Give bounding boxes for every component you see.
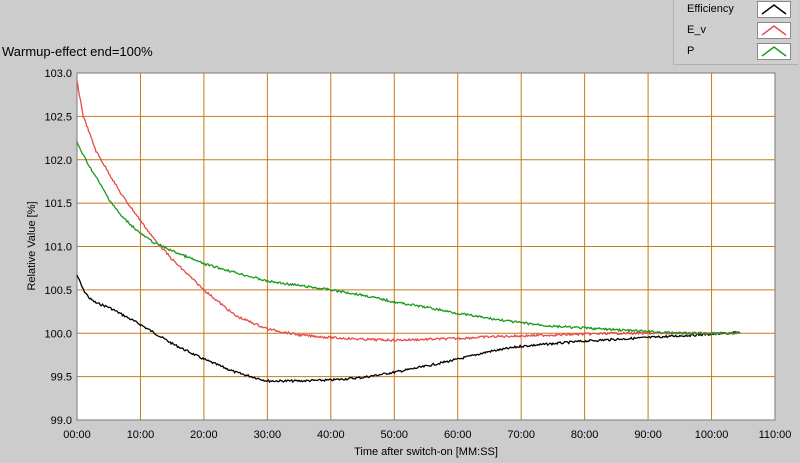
y-tick-label: 100.0 (44, 328, 72, 340)
y-tick-label: 99.5 (51, 372, 72, 384)
y-tick-label: 101.5 (44, 198, 72, 210)
x-tick-label: 100:00 (695, 429, 729, 441)
x-tick-label: 110:00 (759, 429, 792, 441)
y-tick-labels: 99.0 99.5 100.0 100.5 101.0 101.5 102.0 102.5 10… (44, 68, 72, 427)
y-tick-label: 101.0 (44, 242, 72, 254)
legend-swatch-line (761, 25, 787, 36)
legend-swatch-line (761, 4, 787, 15)
y-tick-label: 102.0 (44, 155, 72, 167)
x-tick-label: 70:00 (507, 429, 535, 441)
x-tick-label: 40:00 (317, 429, 345, 441)
x-tick-label: 90:00 (634, 429, 662, 441)
y-tick-label: 102.5 (44, 111, 72, 123)
x-tick-label: 50:00 (381, 429, 409, 441)
legend: Efficiency E_v P (673, 0, 798, 65)
x-tick-label: 30:00 (254, 429, 282, 441)
legend-swatch-icon (757, 1, 791, 18)
legend-label: E_v (687, 24, 706, 36)
legend-item-efficiency[interactable]: Efficiency (674, 0, 798, 20)
series-line-e-v (76, 80, 741, 343)
legend-swatch-line (761, 46, 787, 57)
legend-label: Efficiency (687, 3, 734, 15)
legend-swatch-icon (757, 22, 791, 39)
y-axis-label: Relative Value [%] (26, 201, 38, 290)
series-line-efficiency (76, 274, 741, 384)
legend-item-p[interactable]: P (674, 42, 798, 62)
x-tick-label: 80:00 (571, 429, 599, 441)
x-axis-label: Time after switch-on [MM:SS] (354, 446, 498, 458)
legend-swatch-icon (757, 43, 791, 60)
x-tick-labels: 00:00 10:00 20:00 30:00 40:00 50:00 60:00 70:00… (63, 429, 791, 441)
y-tick-label: 100.5 (44, 285, 72, 297)
y-tick-label: 99.0 (51, 415, 72, 427)
legend-label: P (687, 45, 695, 57)
series-group (76, 80, 741, 384)
legend-item-e-v[interactable]: E_v (674, 21, 798, 41)
y-tick-label: 103.0 (44, 68, 72, 80)
chart-title: Warmup-effect end=100% (2, 44, 153, 59)
series-line-p (76, 141, 741, 336)
x-tick-label: 00:00 (63, 429, 91, 441)
x-tick-label: 10:00 (127, 429, 155, 441)
grid-lines (77, 73, 775, 420)
x-tick-label: 20:00 (190, 429, 218, 441)
x-tick-label: 60:00 (444, 429, 472, 441)
